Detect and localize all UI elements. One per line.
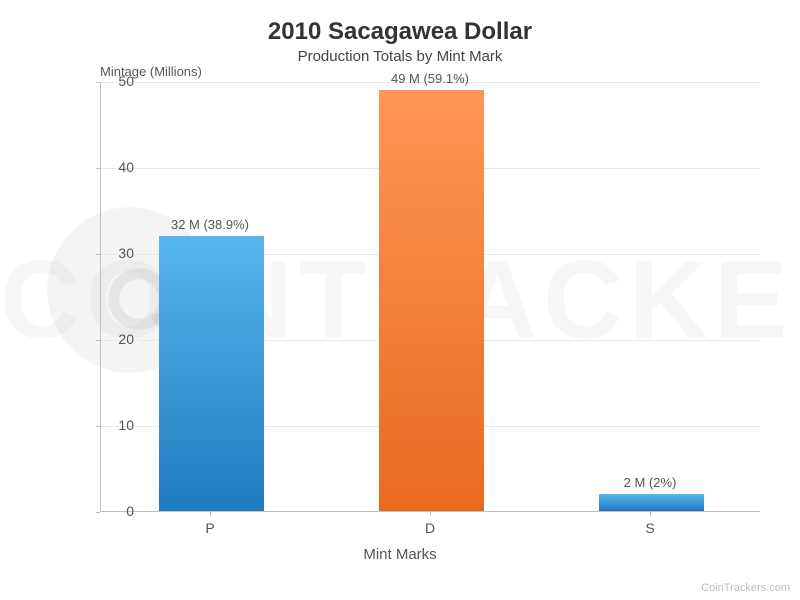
plot-area xyxy=(100,82,760,512)
y-tick-label: 10 xyxy=(104,417,134,433)
bar-S xyxy=(599,494,704,511)
x-tick xyxy=(430,512,431,516)
x-tick xyxy=(210,512,211,516)
y-tick-label: 50 xyxy=(104,73,134,89)
y-tick xyxy=(96,168,100,169)
chart-title: 2010 Sacagawea Dollar xyxy=(0,18,800,46)
y-tick-label: 0 xyxy=(104,503,134,519)
y-tick xyxy=(96,340,100,341)
x-category-label: D xyxy=(370,520,490,536)
bar-P xyxy=(159,236,264,511)
y-tick xyxy=(96,426,100,427)
y-tick xyxy=(96,512,100,513)
chart-subtitle: Production Totals by Mint Mark xyxy=(0,48,800,65)
bar-label-P: 32 M (38.9%) xyxy=(110,217,310,232)
x-tick xyxy=(650,512,651,516)
y-tick xyxy=(96,254,100,255)
chart-container: COINTRACKERS 2010 Sacagawea Dollar Produ… xyxy=(0,0,800,600)
x-axis-title: Mint Marks xyxy=(0,546,800,563)
y-tick-label: 20 xyxy=(104,331,134,347)
titles-block: 2010 Sacagawea Dollar Production Totals … xyxy=(0,18,800,65)
y-tick-label: 40 xyxy=(104,159,134,175)
y-tick xyxy=(96,82,100,83)
y-tick-label: 30 xyxy=(104,245,134,261)
x-category-label: S xyxy=(590,520,710,536)
bar-D xyxy=(379,90,484,511)
x-category-label: P xyxy=(150,520,270,536)
bar-label-S: 2 M (2%) xyxy=(550,475,750,490)
credit-text: CoinTrackers.com xyxy=(701,582,790,594)
bar-label-D: 49 M (59.1%) xyxy=(330,71,530,86)
